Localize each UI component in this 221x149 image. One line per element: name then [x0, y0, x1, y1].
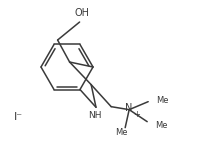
Text: Me: Me [156, 96, 169, 105]
Text: Me: Me [155, 121, 168, 130]
Text: OH: OH [74, 8, 89, 18]
Text: I⁻: I⁻ [13, 112, 23, 122]
Text: N: N [126, 103, 133, 113]
Text: +: + [133, 110, 140, 119]
Text: Me: Me [115, 128, 128, 137]
Text: NH: NH [88, 111, 102, 120]
